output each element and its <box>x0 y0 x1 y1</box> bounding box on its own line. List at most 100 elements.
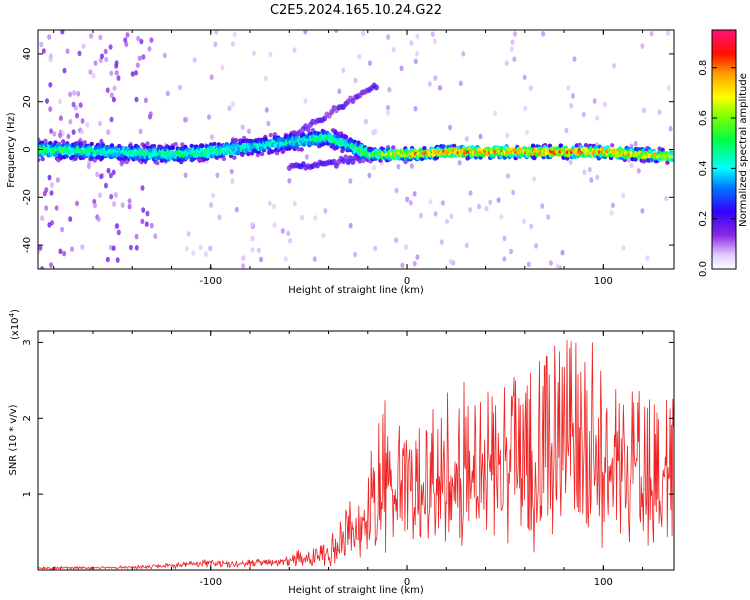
noise-speckle <box>137 55 142 62</box>
signal-mark <box>310 128 316 133</box>
colorbar-tick-label: 0.8 <box>698 60 709 76</box>
noise-speckle <box>488 199 493 206</box>
noise-speckle <box>581 111 586 118</box>
noise-speckle <box>499 214 504 220</box>
snr-panel: -100 0 100 1 2 3 Height of straight line (km)… <box>8 309 675 596</box>
noise-speckle <box>348 222 353 229</box>
noise-speckle <box>86 163 91 170</box>
noise-speckle <box>209 202 213 208</box>
noise-speckle <box>49 190 54 196</box>
x-tick-label: 100 <box>594 276 613 287</box>
noise-speckle <box>502 256 507 262</box>
noise-speckle <box>100 53 104 59</box>
signal-mark <box>246 151 251 157</box>
noise-speckle <box>445 218 449 225</box>
noise-speckle <box>448 258 453 265</box>
noise-speckle <box>116 75 121 81</box>
noise-speckle <box>220 64 225 71</box>
noise-speckle <box>394 187 399 194</box>
noise-speckle <box>149 222 154 229</box>
signal-mark <box>109 143 115 148</box>
y-tick-label: -40 <box>22 237 33 253</box>
noise-speckle <box>141 207 146 213</box>
noise-speckle <box>183 172 188 178</box>
noise-speckle <box>505 132 510 139</box>
noise-speckle <box>162 52 167 59</box>
noise-speckle <box>510 39 515 45</box>
noise-speckle <box>148 111 153 117</box>
branch-mark <box>343 154 349 161</box>
noise-speckle <box>127 203 132 210</box>
signal-mark <box>300 128 305 134</box>
noise-speckle <box>468 190 473 196</box>
noise-speckle <box>477 203 482 210</box>
noise-speckle <box>313 215 318 221</box>
noise-speckle <box>93 202 97 209</box>
noise-speckle <box>66 133 71 140</box>
y-tick-label: 0 <box>22 146 33 152</box>
colorbar: 0.0 0.2 0.4 0.6 0.8 Normalized spectral ampl… <box>698 29 749 277</box>
noise-speckle <box>98 34 103 41</box>
noise-speckle <box>108 44 113 50</box>
signal-mark <box>180 142 185 147</box>
noise-speckle <box>264 107 269 113</box>
noise-speckle <box>521 218 526 225</box>
noise-speckle <box>234 206 239 213</box>
noise-speckle <box>49 182 54 188</box>
signal-mark <box>343 134 349 140</box>
snr-series-line <box>38 340 674 570</box>
noise-speckle <box>97 120 102 127</box>
signal-mark <box>670 151 674 156</box>
x-tick-label: 0 <box>404 276 410 287</box>
signal-mark <box>92 158 98 163</box>
noise-speckle <box>103 48 108 55</box>
spectrogram-marks <box>38 30 674 269</box>
noise-speckle <box>511 189 516 196</box>
noise-speckle <box>104 56 109 63</box>
noise-speckle <box>140 218 145 225</box>
noise-speckle <box>534 243 539 249</box>
noise-speckle <box>526 261 531 268</box>
noise-speckle <box>68 91 73 98</box>
signal-mark <box>170 145 175 150</box>
x-tick-label: 100 <box>594 577 613 588</box>
noise-speckle <box>640 43 645 49</box>
noise-speckle <box>62 67 67 74</box>
noise-speckle <box>232 31 237 38</box>
noise-speckle <box>640 208 645 214</box>
noise-speckle <box>448 124 453 131</box>
noise-speckle <box>58 248 63 255</box>
noise-speckle <box>263 75 268 82</box>
noise-speckle <box>209 74 214 80</box>
signal-mark <box>301 132 306 137</box>
noise-speckle <box>636 168 641 174</box>
noise-speckle <box>230 101 235 107</box>
noise-speckle <box>433 211 438 217</box>
signal-mark <box>233 138 239 143</box>
noise-speckle <box>621 192 626 199</box>
signal-mark <box>155 160 160 166</box>
signal-mark <box>89 141 94 147</box>
noise-speckle <box>419 212 423 219</box>
noise-speckle <box>143 97 148 104</box>
noise-speckle <box>415 254 420 260</box>
noise-speckle <box>566 85 571 91</box>
spectrogram-x-axis-label: Height of straight line (km) <box>288 285 424 296</box>
noise-speckle <box>58 98 63 105</box>
noise-speckle <box>609 210 614 216</box>
noise-speckle <box>48 106 53 112</box>
noise-speckle <box>572 56 577 62</box>
noise-speckle <box>184 246 189 252</box>
noise-speckle <box>323 208 328 214</box>
noise-speckle <box>93 60 98 66</box>
noise-speckle <box>241 263 246 269</box>
noise-speckle <box>134 96 139 103</box>
colorbar-tick-label: 0.4 <box>698 160 709 176</box>
signal-mark <box>649 157 654 163</box>
noise-speckle <box>203 251 208 257</box>
noise-speckle <box>241 255 246 261</box>
noise-speckle <box>546 214 551 220</box>
noise-speckle <box>58 115 63 121</box>
noise-speckle <box>123 37 128 43</box>
noise-speckle <box>642 107 646 114</box>
